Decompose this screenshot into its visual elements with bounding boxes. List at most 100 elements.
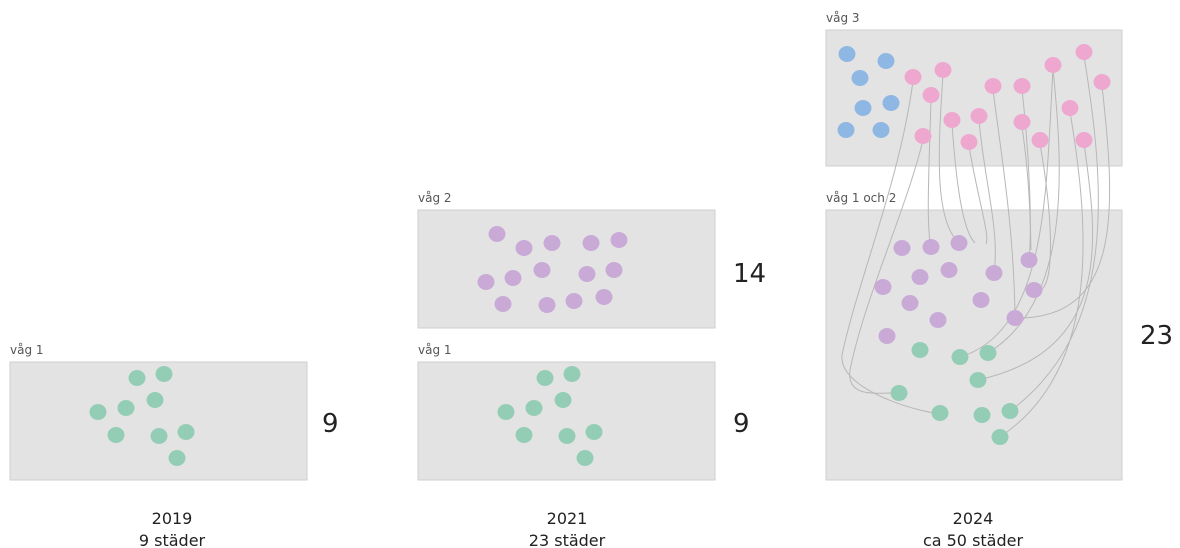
city-dot-wave3-blue: [838, 46, 856, 62]
dots-2024-wave1-2: [874, 235, 1043, 445]
city-dot-wave1: [585, 424, 603, 440]
city-dot-wave1: [146, 392, 164, 408]
city-dot-wave1: [497, 404, 515, 420]
city-dot-wave2: [972, 292, 990, 308]
city-dot-wave3-pink: [970, 108, 988, 124]
connector-line: [841, 80, 941, 414]
panel-2021-wave1: [417, 361, 716, 481]
city-dot-wave1: [973, 407, 991, 423]
city-dot-wave1: [117, 400, 135, 416]
city-dot-wave2: [543, 235, 561, 251]
city-dot-wave1: [177, 424, 195, 440]
city-dot-wave3-blue: [837, 122, 855, 138]
city-dot-wave1: [155, 366, 173, 382]
cities-2019: 9 städer: [139, 531, 206, 548]
city-dot-wave2: [538, 297, 556, 313]
count-2021-wave1: 9: [733, 409, 750, 439]
panel-2019-wave1: [9, 361, 308, 481]
city-dot-wave3-blue: [877, 53, 895, 69]
dots-2019-wave1: [89, 366, 195, 466]
connector-line: [977, 143, 1094, 381]
city-dot-wave2: [533, 262, 551, 278]
city-dot-wave2: [488, 226, 506, 242]
city-dot-wave3-blue: [851, 70, 869, 86]
connector-line: [1014, 85, 1111, 319]
connector-line: [978, 119, 996, 274]
city-dot-wave2: [985, 265, 1003, 281]
connector-line: [968, 145, 988, 245]
city-dot-wave3-pink: [1013, 114, 1031, 130]
panel-label-2024-wave1-2: våg 1 och 2: [826, 191, 896, 205]
city-dot-wave1: [525, 400, 543, 416]
city-dot-wave3-blue: [882, 95, 900, 111]
city-dot-wave2: [565, 293, 583, 309]
year-2024: 2024: [953, 509, 994, 528]
dots-2021-wave2: [477, 226, 628, 313]
city-dot-wave2: [911, 269, 929, 285]
city-dot-wave1: [951, 349, 969, 365]
city-dot-wave2: [878, 328, 896, 344]
city-dot-wave3-pink: [922, 87, 940, 103]
city-dot-wave2: [901, 295, 919, 311]
city-dot-wave2: [605, 262, 623, 278]
city-dot-wave3-pink: [1093, 74, 1111, 90]
connector-line: [938, 73, 960, 244]
year-2019: 2019: [152, 509, 193, 528]
city-dot-wave1: [536, 370, 554, 386]
city-dot-wave3-pink: [934, 62, 952, 78]
city-dot-wave1: [1001, 403, 1019, 419]
city-dot-wave2: [922, 239, 940, 255]
city-dot-wave2: [1006, 310, 1024, 326]
connector-line: [1021, 125, 1032, 251]
city-dot-wave2: [494, 296, 512, 312]
city-dot-wave3-pink: [984, 78, 1002, 94]
city-dot-wave1: [150, 428, 168, 444]
city-dot-wave2: [595, 289, 613, 305]
city-dot-wave3-pink: [1075, 44, 1093, 60]
connector-line: [1009, 55, 1099, 412]
panel-2021-wave2: [417, 209, 716, 329]
connector-line: [951, 123, 976, 244]
city-dot-wave2: [610, 232, 628, 248]
city-dot-wave3-pink: [1075, 132, 1093, 148]
city-dot-wave2: [874, 279, 892, 295]
connector-line: [987, 68, 1060, 354]
connector-line: [927, 98, 932, 248]
panel-label-2021-wave2: våg 2: [418, 191, 452, 205]
dots-2024-wave3: [837, 44, 1111, 150]
connector-line: [959, 68, 1054, 358]
panel-label-2019-wave1: våg 1: [10, 343, 44, 357]
city-dot-wave1: [515, 427, 533, 443]
city-dot-wave3-blue: [872, 122, 890, 138]
panel-label-2021-wave1: våg 1: [418, 343, 452, 357]
city-dot-wave2: [515, 240, 533, 256]
city-dot-wave1: [168, 450, 186, 466]
city-dot-wave1: [128, 370, 146, 386]
city-dot-wave2: [893, 240, 911, 256]
city-dot-wave3-blue: [854, 100, 872, 116]
city-dot-wave3-pink: [943, 112, 961, 128]
city-dot-wave2: [477, 274, 495, 290]
city-dot-wave2: [578, 266, 596, 282]
city-dot-wave3-pink: [1061, 100, 1079, 116]
connector-line: [999, 111, 1084, 438]
city-dot-wave2: [940, 262, 958, 278]
count-2024-wave1-2: 23: [1140, 321, 1173, 351]
dots-2021-wave1: [497, 366, 603, 466]
city-dot-wave3-pink: [1044, 57, 1062, 73]
panel-2024-wave1-2: [825, 209, 1123, 481]
city-dot-wave1: [991, 429, 1009, 445]
link-lines-2024: [841, 55, 1111, 438]
city-dot-wave3-pink: [1031, 132, 1049, 148]
city-dot-wave1: [558, 428, 576, 444]
city-dot-wave3-pink: [914, 128, 932, 144]
city-dot-wave3-pink: [904, 69, 922, 85]
city-dot-wave1: [969, 372, 987, 388]
city-dot-wave1: [107, 427, 125, 443]
city-dot-wave1: [890, 385, 908, 401]
city-dot-wave2: [1020, 252, 1038, 268]
count-2021-wave2: 14: [733, 259, 766, 289]
city-dot-wave1: [911, 342, 929, 358]
city-dot-wave2: [504, 270, 522, 286]
